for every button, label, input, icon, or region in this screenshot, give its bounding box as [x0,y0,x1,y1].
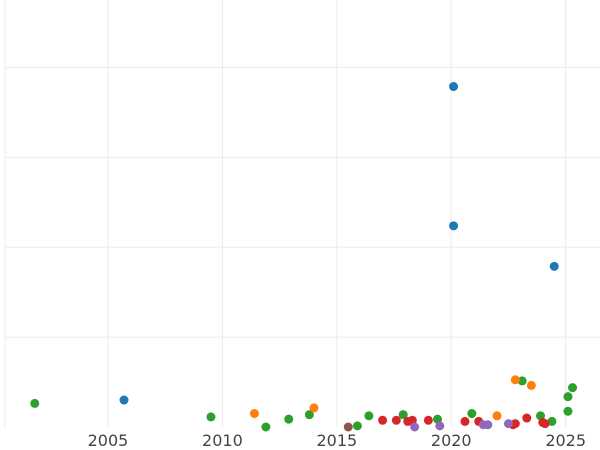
x-tick-label-2005: 2005 [88,431,129,450]
data-point-s0-0 [119,395,129,405]
data-point-s2-3 [510,375,520,385]
data-points [30,82,578,432]
data-point-s3-5 [460,416,470,426]
data-point-s1-14 [563,392,573,402]
data-point-s1-6 [364,411,374,421]
data-point-s4-1 [435,421,445,431]
data-point-s1-10 [517,376,527,386]
data-point-s1-13 [563,406,573,416]
data-point-s5-0 [343,422,353,432]
data-point-s0-2 [449,221,459,231]
data-point-s2-2 [492,411,502,421]
data-point-s1-7 [398,410,408,420]
data-point-s2-1 [309,403,319,413]
data-point-s1-3 [284,414,294,424]
data-point-s3-1 [391,415,401,425]
data-point-s3-9 [522,413,532,423]
data-point-s1-0 [30,398,40,408]
x-axis-tick-labels: 2005 2010 2015 2020 2025 [88,431,586,450]
data-point-s0-3 [549,261,559,271]
data-point-s3-0 [378,415,388,425]
data-point-s3-11 [540,419,550,429]
x-tick-label-2025: 2025 [545,431,586,450]
data-point-s1-2 [261,422,271,432]
data-point-s4-0 [410,422,420,432]
data-point-s2-0 [249,409,259,419]
data-point-s3-4 [423,415,433,425]
data-point-s1-4 [304,410,314,420]
data-point-s2-4 [526,380,536,390]
data-point-s4-4 [503,419,513,429]
x-tick-label-2015: 2015 [316,431,357,450]
data-point-s1-15 [568,383,578,393]
data-point-s0-1 [449,82,459,92]
data-point-s4-3 [483,420,493,430]
x-tick-label-2020: 2020 [431,431,472,450]
data-point-s1-12 [547,416,557,426]
data-point-s1-9 [467,409,477,419]
data-point-s3-8 [510,419,520,429]
data-point-s1-5 [352,421,362,431]
gridlines [4,0,600,427]
data-point-s1-1 [206,412,216,422]
x-tick-label-2010: 2010 [202,431,243,450]
